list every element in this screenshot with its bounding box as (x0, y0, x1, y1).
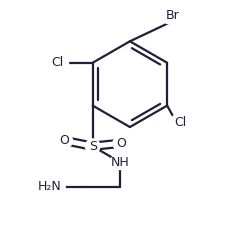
Ellipse shape (160, 6, 185, 24)
Ellipse shape (113, 135, 129, 151)
Ellipse shape (86, 139, 100, 153)
Ellipse shape (57, 133, 72, 148)
Text: NH: NH (110, 155, 129, 168)
Text: O: O (116, 137, 126, 150)
Ellipse shape (170, 114, 192, 131)
Text: Cl: Cl (175, 116, 187, 129)
Ellipse shape (47, 54, 69, 71)
Text: S: S (89, 140, 97, 153)
Text: Br: Br (166, 9, 180, 22)
Text: H₂N: H₂N (38, 180, 62, 193)
Text: Cl: Cl (52, 56, 64, 69)
Ellipse shape (35, 179, 65, 194)
Ellipse shape (110, 155, 129, 169)
Text: O: O (59, 134, 69, 147)
